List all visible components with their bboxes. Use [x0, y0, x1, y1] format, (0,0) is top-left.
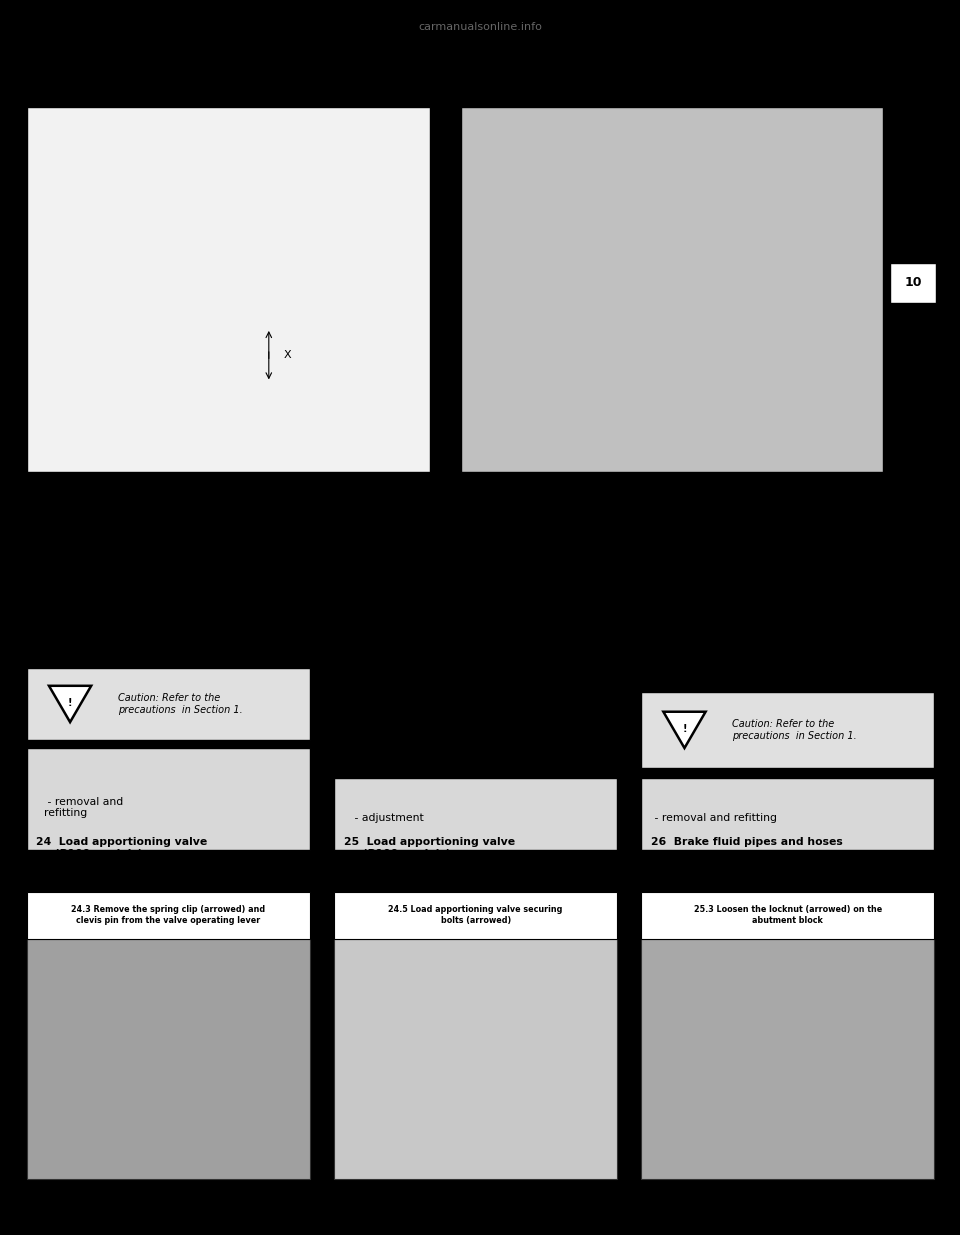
Text: X: X	[283, 351, 291, 361]
Text: 25  Load apportioning valve
     (P100 models): 25 Load apportioning valve (P100 models)	[344, 837, 515, 858]
Bar	[641, 778, 934, 850]
Text: - adjustment: - adjustment	[351, 813, 424, 823]
Text: 24  Load apportioning valve
     (P100 models): 24 Load apportioning valve (P100 models)	[36, 837, 207, 858]
Text: - removal and
refitting: - removal and refitting	[44, 797, 124, 818]
Bar	[890, 263, 936, 303]
Bar	[641, 939, 934, 1179]
Bar	[27, 939, 310, 1179]
Text: !: !	[68, 698, 72, 708]
Bar	[334, 892, 617, 939]
Bar	[461, 107, 883, 472]
Text: 26  Brake fluid pipes and hoses: 26 Brake fluid pipes and hoses	[651, 837, 843, 847]
Bar	[334, 939, 617, 1179]
Text: - removal and refitting: - removal and refitting	[651, 813, 777, 823]
Polygon shape	[49, 685, 91, 722]
Bar	[27, 748, 310, 850]
Bar	[27, 668, 310, 740]
Bar	[27, 107, 430, 472]
Text: 24.5 Load apportioning valve securing
bolts (arrowed): 24.5 Load apportioning valve securing bo…	[389, 905, 563, 925]
Polygon shape	[663, 711, 706, 748]
Text: 10: 10	[904, 277, 922, 289]
Text: Caution: Refer to the
precautions  in Section 1.: Caution: Refer to the precautions in Sec…	[118, 693, 243, 715]
Text: !: !	[683, 724, 686, 734]
Text: carmanualsonline.info: carmanualsonline.info	[418, 22, 542, 32]
Bar	[334, 778, 617, 850]
Bar	[641, 692, 934, 768]
Bar	[27, 892, 310, 939]
Bar	[641, 892, 934, 939]
Text: Caution: Refer to the
precautions  in Section 1.: Caution: Refer to the precautions in Sec…	[732, 719, 857, 741]
Text: 24.3 Remove the spring clip (arrowed) and
clevis pin from the valve operating le: 24.3 Remove the spring clip (arrowed) an…	[71, 905, 266, 925]
Text: 25.3 Loosen the locknut (arrowed) on the
abutment block: 25.3 Loosen the locknut (arrowed) on the…	[693, 905, 882, 925]
